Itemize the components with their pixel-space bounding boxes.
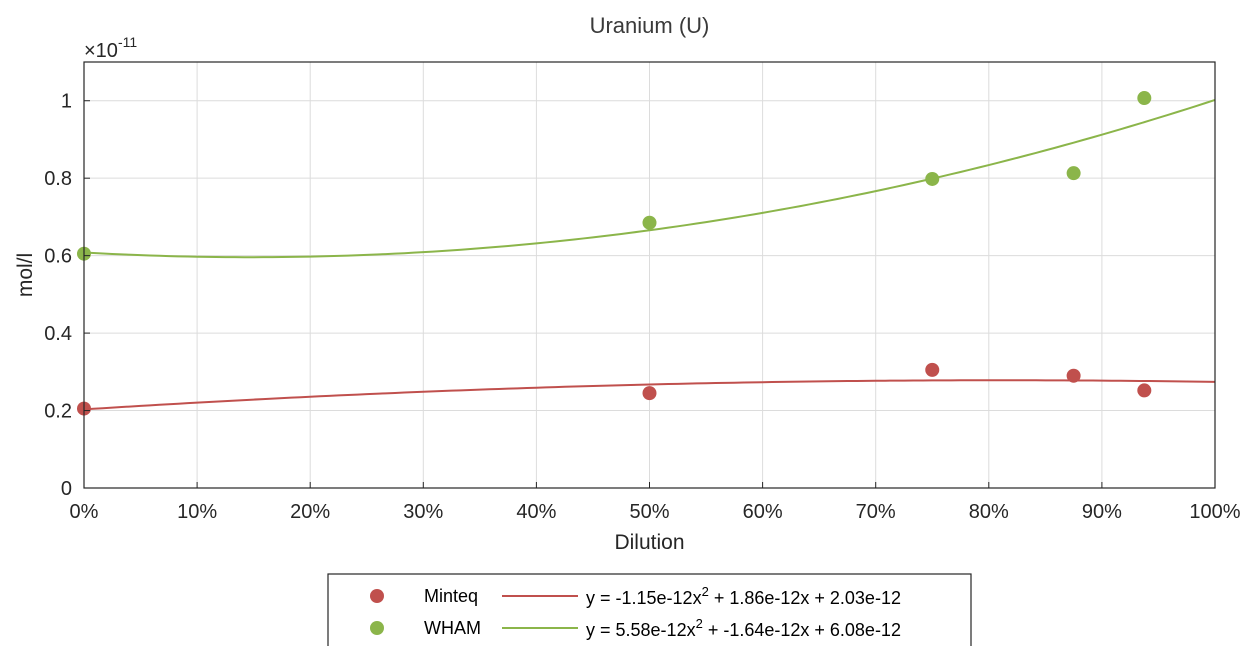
- x-tick-label: 100%: [1189, 501, 1240, 523]
- x-tick-label: 90%: [1082, 501, 1122, 523]
- y-axis-label: mol/l: [14, 253, 37, 297]
- y-axis-exponent: ×10-11: [84, 34, 137, 62]
- x-axis-label: Dilution: [614, 531, 684, 554]
- legend-box: [327, 573, 972, 646]
- y-tick-label: 0.8: [44, 168, 72, 190]
- legend-marker-wham: [370, 621, 384, 635]
- equation-power: 2: [702, 584, 709, 599]
- y-tick-label: 0.6: [44, 246, 72, 268]
- equation-suffix: + -1.64e-12x + 6.08e-12: [703, 620, 901, 640]
- x-tick-label: 70%: [856, 501, 896, 523]
- y-exponent-base: ×10: [84, 40, 118, 62]
- y-tick-labels: 0 0.2 0.4 0.6 0.8 1: [44, 91, 90, 500]
- equation-prefix: y = 5.58e-12x: [586, 620, 696, 640]
- x-tick-labels: 0% 10% 20% 30% 40% 50% 60% 70% 80% 90% 100%: [70, 482, 1241, 523]
- legend-label-minteq: Minteq: [424, 586, 478, 606]
- fit-line-minteq: [83, 379, 1216, 411]
- chart-title: Uranium (U): [590, 13, 710, 38]
- data-point-minteq: [925, 362, 940, 377]
- data-point-wham: [925, 171, 940, 186]
- y-tick-label: 1: [61, 91, 72, 113]
- data-point-minteq: [642, 386, 657, 401]
- x-tick-label: 0%: [70, 501, 99, 523]
- y-tick-label: 0.4: [44, 323, 72, 345]
- equation-prefix: y = -1.15e-12x: [586, 588, 702, 608]
- legend: Minteq y = -1.15e-12x2 + 1.86e-12x + 2.03…: [327, 573, 972, 646]
- legend-equation-minteq: y = -1.15e-12x2 + 1.86e-12x + 2.03e-12: [586, 584, 901, 608]
- x-tick-label: 50%: [629, 501, 669, 523]
- data-point-minteq: [1066, 368, 1081, 383]
- x-tick-label: 80%: [969, 501, 1009, 523]
- data-point-wham: [1066, 166, 1081, 181]
- legend-label-wham: WHAM: [424, 618, 481, 638]
- data-points: [77, 91, 1152, 416]
- fit-lines: [83, 98, 1216, 411]
- y-tick-label: 0.2: [44, 401, 72, 423]
- legend-marker-minteq: [370, 589, 384, 603]
- grid-lines: [83, 62, 1216, 489]
- x-tick-label: 60%: [743, 501, 783, 523]
- y-exponent-power: -11: [118, 34, 137, 50]
- equation-power: 2: [696, 616, 703, 631]
- equation-suffix: + 1.86e-12x + 2.03e-12: [709, 588, 901, 608]
- fit-line-wham: [83, 98, 1216, 259]
- data-point-wham: [642, 215, 657, 230]
- data-point-minteq: [1137, 383, 1152, 398]
- data-point-wham: [1137, 91, 1152, 106]
- x-tick-label: 30%: [403, 501, 443, 523]
- x-tick-label: 40%: [516, 501, 556, 523]
- legend-equation-wham: y = 5.58e-12x2 + -1.64e-12x + 6.08e-12: [586, 616, 901, 640]
- x-tick-label: 10%: [177, 501, 217, 523]
- x-tick-label: 20%: [290, 501, 330, 523]
- y-tick-label: 0: [61, 478, 72, 500]
